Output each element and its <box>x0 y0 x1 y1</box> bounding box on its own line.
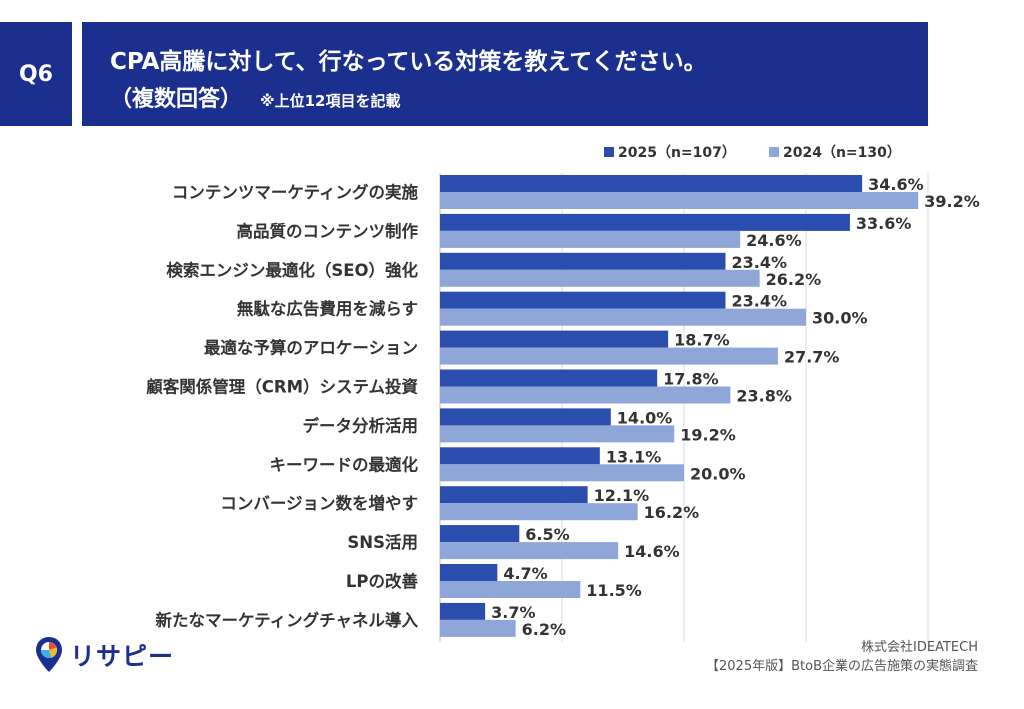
legend-swatch <box>604 147 614 157</box>
data-label: 11.5% <box>586 581 642 600</box>
category-label: 顧客関係管理（CRM）システム投資 <box>146 377 418 397</box>
data-label: 20.0% <box>690 464 746 483</box>
data-label: 23.4% <box>731 292 787 311</box>
data-label: 17.8% <box>663 370 719 389</box>
category-label: コンバージョン数を増やす <box>220 493 418 513</box>
bar <box>440 619 516 637</box>
data-label: 6.2% <box>522 620 566 639</box>
data-label: 4.7% <box>503 564 547 583</box>
bar <box>440 486 588 504</box>
legend-label: 2024（n=130） <box>783 145 901 161</box>
bar <box>440 252 726 270</box>
title-subline: （複数回答） ※上位12項目を記載 <box>110 81 400 113</box>
logo-text: リサピー <box>70 642 175 671</box>
bar <box>440 447 600 465</box>
data-label: 3.7% <box>491 603 535 622</box>
category-label: LPの改善 <box>346 571 418 591</box>
bar <box>440 525 520 543</box>
data-label: 39.2% <box>924 192 980 211</box>
data-label: 26.2% <box>766 270 822 289</box>
category-label: 無駄な広告費用を減らす <box>237 299 418 319</box>
category-label: コンテンツマーケティングの実施 <box>172 182 419 202</box>
data-label: 16.2% <box>644 503 700 522</box>
data-label: 14.0% <box>617 408 673 427</box>
category-label: 最適な予算のアロケーション <box>204 338 418 358</box>
bar <box>440 464 684 482</box>
data-label: 27.7% <box>784 348 840 367</box>
data-label: 33.6% <box>856 214 912 233</box>
bar <box>440 602 486 620</box>
data-label: 13.1% <box>606 447 662 466</box>
bar <box>440 308 806 326</box>
category-label: キーワードの最適化 <box>270 454 419 474</box>
legend-label: 2025（n=107） <box>618 145 736 161</box>
bar <box>440 542 619 560</box>
data-label: 14.6% <box>624 542 680 561</box>
question-badge: Q6 <box>0 22 72 126</box>
bar <box>440 192 919 209</box>
category-label: 検索エンジン最適化（SEO）強化 <box>166 260 418 280</box>
data-label: 6.5% <box>525 525 569 544</box>
bar <box>440 291 726 309</box>
page-title: CPA高騰に対して、行なっている対策を教えてください。 <box>110 49 707 75</box>
bar <box>440 386 731 404</box>
data-label: 24.6% <box>746 231 802 250</box>
data-label: 30.0% <box>812 309 868 328</box>
bar <box>440 330 669 348</box>
data-label: 23.8% <box>736 387 792 406</box>
category-label: 高品質のコンテンツ制作 <box>237 221 419 241</box>
bar <box>440 503 638 521</box>
footer-company: 株式会社IDEATECH <box>861 640 978 655</box>
bar <box>440 269 760 287</box>
bar <box>440 230 741 248</box>
bar <box>440 425 675 443</box>
bar <box>440 564 498 581</box>
brand-logo: リサピー <box>34 636 174 674</box>
data-label: 23.4% <box>731 253 787 272</box>
bar <box>440 408 611 426</box>
bar <box>440 175 863 192</box>
bar <box>440 347 778 365</box>
page-subtitle: （複数回答） <box>110 87 243 112</box>
pin-logo-icon <box>36 637 62 672</box>
legend-swatch <box>769 147 779 157</box>
data-label: 18.7% <box>674 331 730 350</box>
bar <box>440 581 581 598</box>
data-label: 19.2% <box>680 425 736 444</box>
title-note: ※上位12項目を記載 <box>260 92 401 110</box>
category-label: 新たなマーケティングチャネル導入 <box>155 610 418 630</box>
bar <box>440 213 850 231</box>
data-label: 12.1% <box>594 486 650 505</box>
bar <box>440 369 658 387</box>
category-label: SNS活用 <box>347 532 418 552</box>
data-label: 34.6% <box>868 175 924 194</box>
category-label: データ分析活用 <box>303 415 419 435</box>
footer-source: 【2025年版】BtoB企業の広告施策の実態調査 <box>706 659 978 674</box>
title-banner: CPA高騰に対して、行なっている対策を教えてください。 （複数回答） ※上位12項… <box>82 22 928 126</box>
